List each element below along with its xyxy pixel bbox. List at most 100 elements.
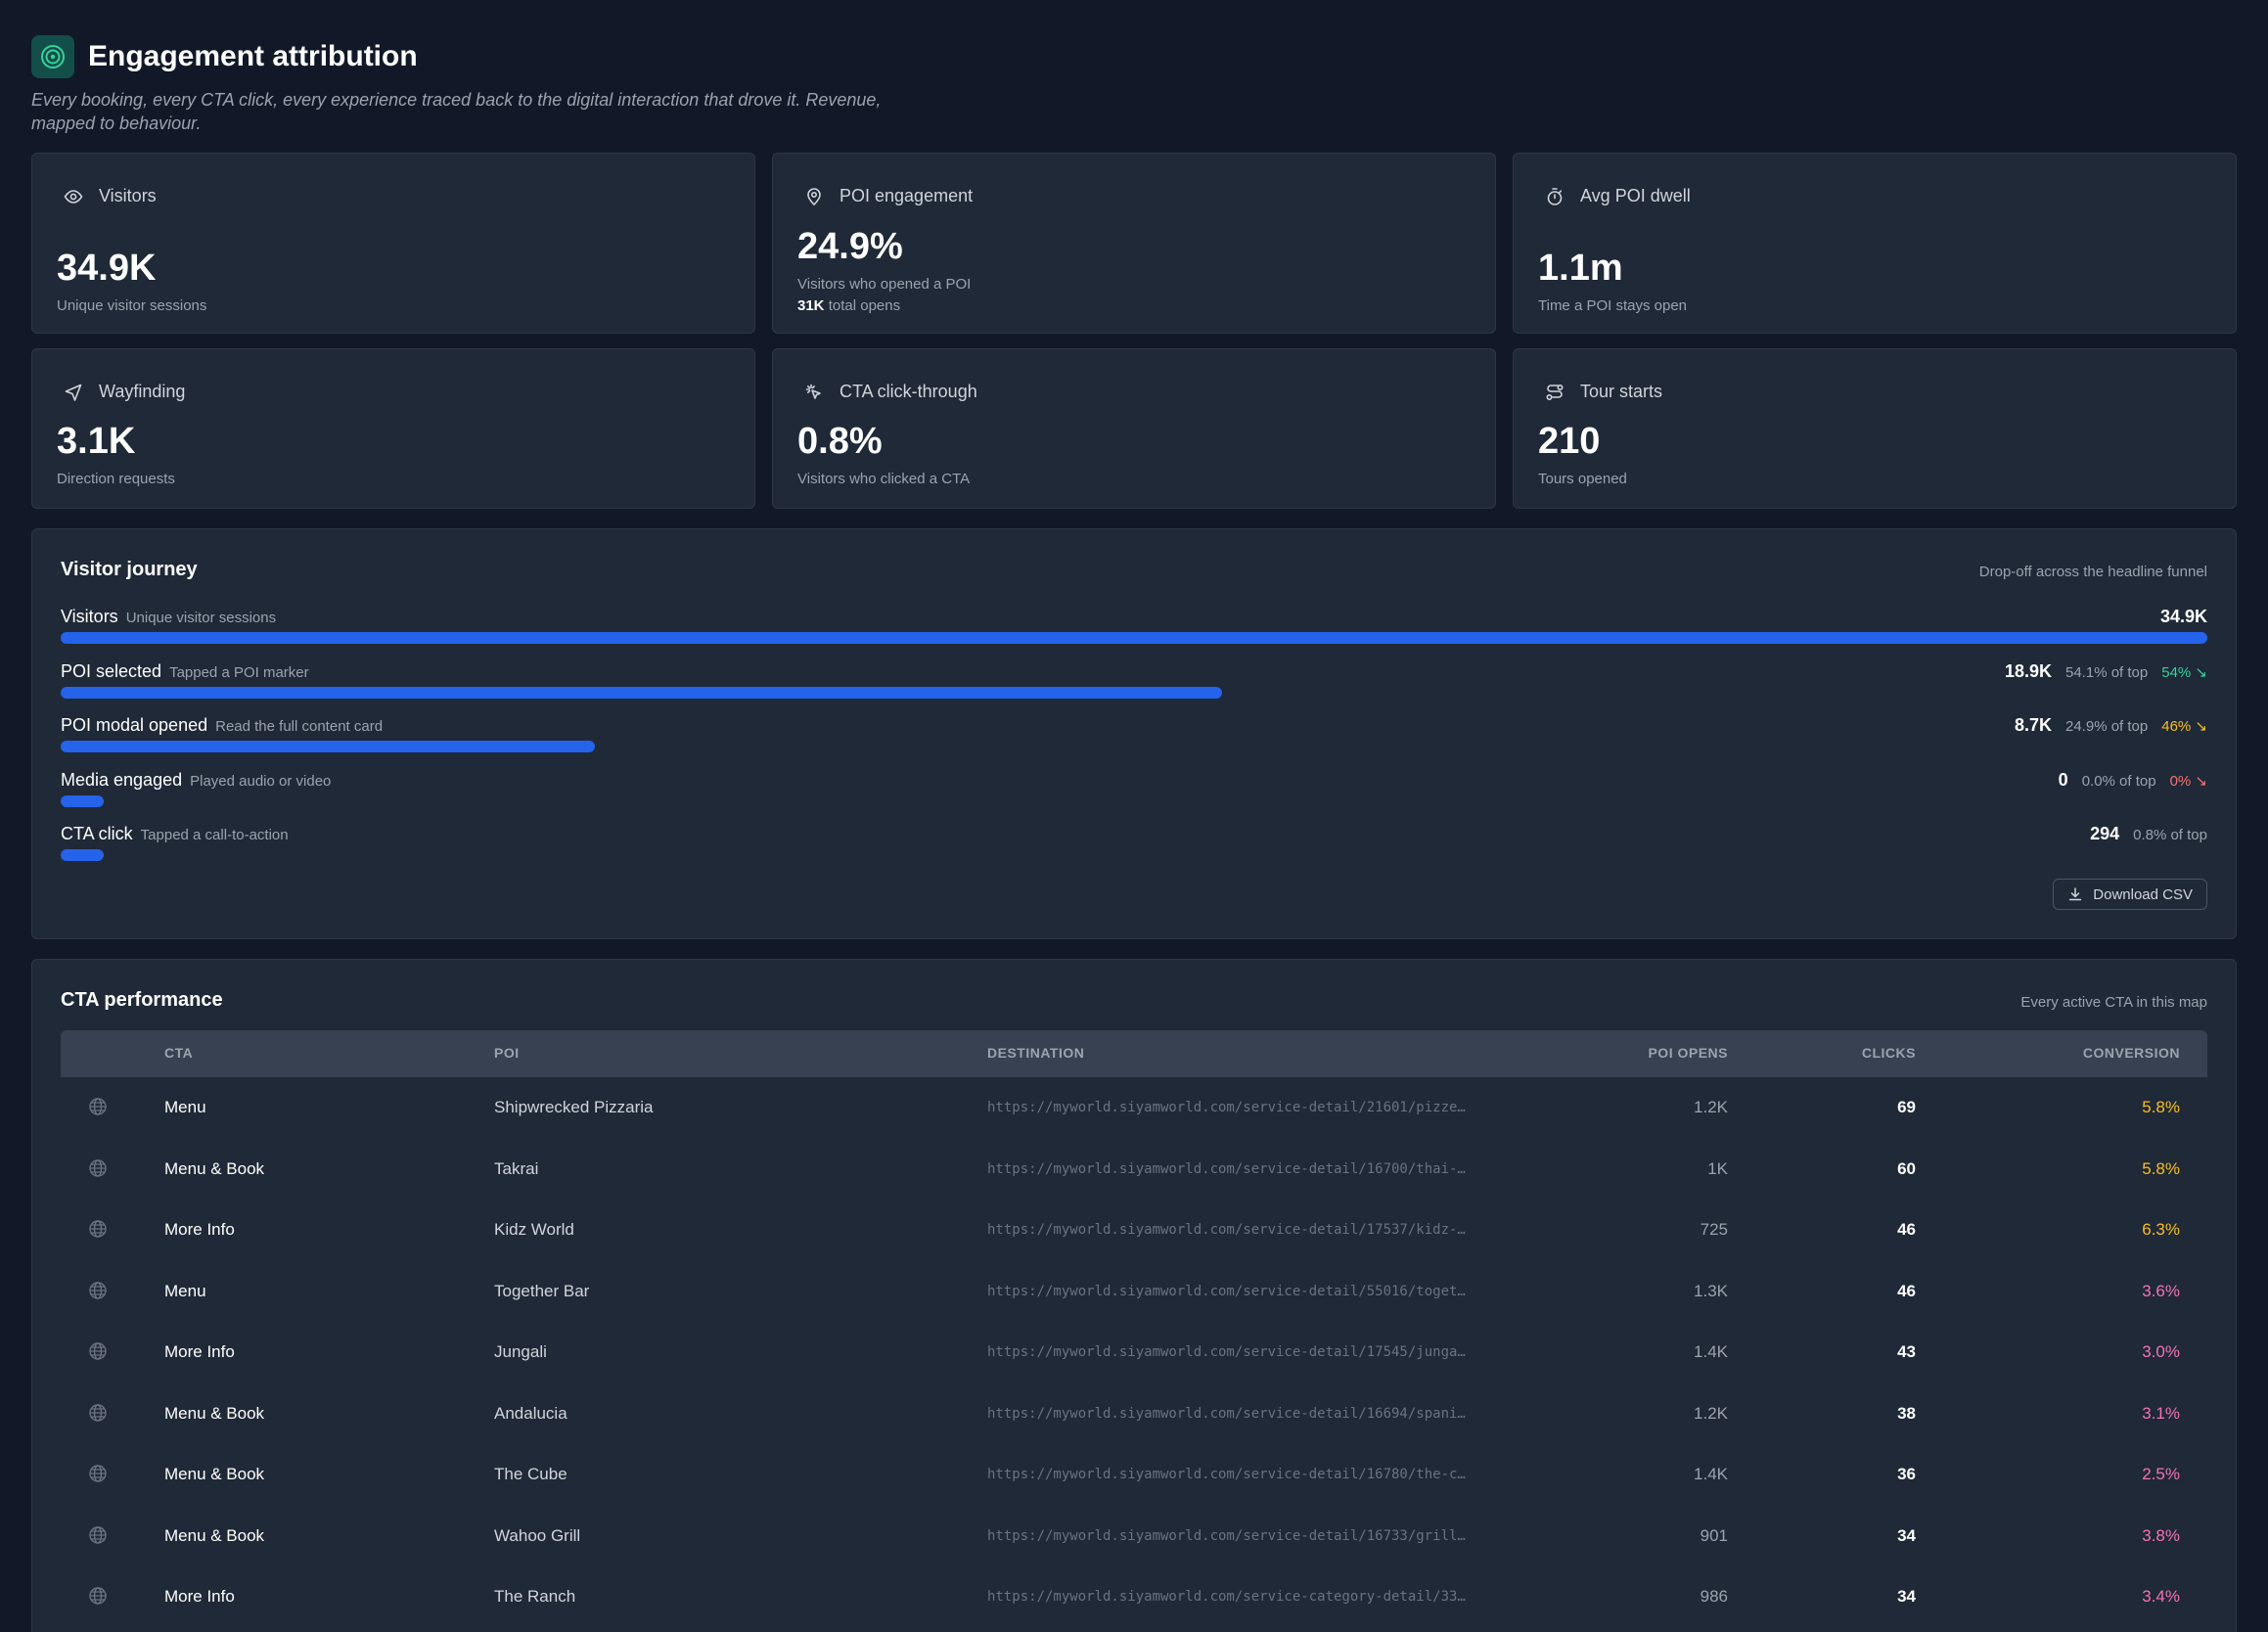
page: Engagement attribution Every booking, ev…	[31, 35, 2237, 1632]
column-header-destination[interactable]: DESTINATION	[987, 1045, 1085, 1061]
cta-poi: Together Bar	[494, 1281, 590, 1300]
cta-destination-url[interactable]: https://myworld.siyamworld.com/service-d…	[987, 1344, 1466, 1360]
cta-poi-opens: 986	[1700, 1587, 1728, 1606]
table-row[interactable]: Menu & Book Andalucia https://myworld.siya…	[61, 1383, 2207, 1445]
funnel-step-description: Unique visitor sessions	[125, 610, 277, 626]
kpi-value: 24.9%	[797, 226, 903, 267]
funnel-step-label: POI modal opened Read the full content ca…	[61, 715, 383, 736]
funnel-step: POI modal opened Read the full content ca…	[61, 715, 2207, 754]
eye-icon	[64, 189, 83, 204]
cta-poi-opens: 1.4K	[1694, 1342, 1728, 1361]
funnel-step-stats: 34.9K	[2160, 607, 2207, 627]
funnel-step-track	[61, 686, 2207, 699]
kpi-label: Wayfinding	[64, 382, 185, 402]
cta-poi: Jungali	[494, 1342, 547, 1361]
cta-destination-url[interactable]: https://myworld.siyamworld.com/service-d…	[987, 1527, 1466, 1544]
globe-icon	[89, 1158, 107, 1177]
cta-conversion: 3.6%	[2142, 1281, 2180, 1300]
column-header-clicks[interactable]: CLICKS	[1861, 1045, 1916, 1061]
kpi-subtext: Tours opened	[1538, 471, 1627, 487]
cta-clicks: 38	[1897, 1403, 1916, 1423]
funnel-step-name: POI selected	[61, 660, 162, 681]
cta-destination-url[interactable]: https://myworld.siyamworld.com/service-d…	[987, 1222, 1466, 1238]
table-row[interactable]: Menu & Book The Cube https://myworld.siyam…	[61, 1444, 2207, 1506]
cta-destination-url[interactable]: https://myworld.siyamworld.com/service-d…	[987, 1467, 1466, 1482]
download-icon	[2069, 887, 2082, 901]
funnel-step-stats: 18.9K 54.1% of top 54% ↘	[2005, 661, 2207, 682]
funnel-step: Media engaged Played audio or video 0 0.0% …	[61, 770, 2207, 809]
kpi-label: POI engagement	[804, 186, 973, 206]
funnel-step-description: Played audio or video	[190, 772, 332, 790]
kpi-total-opens-value: 31K	[797, 297, 825, 314]
funnel-step: POI selected Tapped a POI marker 18.9K 54.1…	[61, 661, 2207, 701]
globe-icon	[89, 1465, 107, 1482]
kpi-label-text: CTA click-through	[839, 382, 977, 401]
download-csv-button[interactable]: Download CSV	[2053, 879, 2207, 910]
cta-conversion: 3.1%	[2142, 1403, 2180, 1423]
table-row[interactable]: More Info Jungali https://myworld.siyamwor…	[61, 1322, 2207, 1383]
kpi-card-cta-click-through: CTA click-through 0.8% Visitors who clicke…	[772, 348, 1496, 509]
map-pin-icon	[807, 187, 821, 205]
stopwatch-icon	[1547, 187, 1563, 205]
cta-poi: Shipwrecked Pizzaria	[494, 1098, 654, 1116]
table-row[interactable]: Menu & Book Takrai https://myworld.siyamwo…	[61, 1139, 2207, 1201]
kpi-label-text: Tour starts	[1580, 382, 1663, 401]
globe-icon	[89, 1220, 107, 1238]
cta-name: More Info	[164, 1220, 235, 1239]
funnel-step: CTA click Tapped a call-to-action 294 0.8% …	[61, 824, 2207, 863]
funnel-step-stats: 294 0.8% of top	[2090, 824, 2207, 844]
funnel-step-value: 34.9K	[2159, 607, 2207, 626]
kpi-card-tour-starts: Tour starts 210 Tours opened	[1513, 348, 2237, 509]
column-header-conversion[interactable]: CONVERSION	[2082, 1045, 2180, 1061]
pointer-click-icon	[805, 384, 821, 399]
kpi-card-visitors: Visitors 34.9K Unique visitor sessions	[31, 153, 755, 334]
funnel-step-name: POI modal opened	[61, 715, 208, 735]
cta-performance-note: Every active CTA in this map	[2020, 994, 2207, 1011]
table-row[interactable]: Menu Together Bar https://myworld.siyamwor…	[61, 1261, 2207, 1323]
cta-poi-opens: 1.3K	[1694, 1281, 1728, 1300]
page-subtitle: Every booking, every CTA click, every ex…	[31, 90, 882, 133]
funnel-step-value: 294	[2090, 824, 2120, 843]
cta-poi: The Cube	[494, 1465, 567, 1483]
cta-name: Menu & Book	[164, 1465, 265, 1483]
cta-poi: Andalucia	[494, 1403, 567, 1423]
column-header-poi[interactable]: POI	[494, 1045, 520, 1061]
table-row[interactable]: Menu & Book Wahoo Grill https://myworld.si…	[61, 1506, 2207, 1567]
kpi-label-text: Avg POI dwell	[1580, 186, 1691, 205]
page-title: Engagement attribution	[88, 40, 418, 72]
globe-icon	[89, 1098, 107, 1115]
funnel-step-track	[61, 632, 2207, 644]
cta-poi-opens: 1.4K	[1694, 1465, 1728, 1483]
kpi-subtext: Visitors who opened a POI	[797, 276, 972, 293]
column-header-cta[interactable]: CTA	[164, 1045, 194, 1061]
funnel-step-value: 8.7K	[2014, 715, 2052, 735]
cta-table: CTA POI DESTINATION POI OPENS CLICKS CON…	[61, 1030, 2207, 1628]
cta-destination-url[interactable]: https://myworld.siyamworld.com/service-c…	[987, 1589, 1466, 1605]
funnel-step-stats: 8.7K 24.9% of top 46% ↘	[2015, 715, 2207, 736]
kpi-card-poi-engagement: POI engagement 24.9% Visitors who opened a…	[772, 153, 1496, 334]
cta-conversion: 3.4%	[2142, 1587, 2180, 1606]
funnel-step-bar	[61, 849, 104, 861]
cta-poi-opens: 1.2K	[1694, 1098, 1728, 1116]
cta-table-header: CTA POI DESTINATION POI OPENS CLICKS CON…	[61, 1030, 2207, 1077]
cta-destination-url[interactable]: https://myworld.siyamworld.com/service-d…	[987, 1405, 1466, 1422]
cta-poi: Wahoo Grill	[494, 1525, 581, 1545]
column-header-poi-opens[interactable]: POI OPENS	[1648, 1045, 1728, 1061]
cta-destination-url[interactable]: https://myworld.siyamworld.com/service-d…	[987, 1283, 1466, 1299]
cta-clicks: 60	[1897, 1158, 1916, 1178]
cta-conversion: 2.5%	[2142, 1465, 2180, 1483]
funnel-step-percent-of-top: 0.0% of top	[2081, 772, 2156, 790]
cta-destination-url[interactable]: https://myworld.siyamworld.com/service-d…	[987, 1100, 1466, 1115]
globe-icon	[89, 1281, 107, 1299]
table-row[interactable]: More Info Kidz World https://myworld.siyam…	[61, 1200, 2207, 1261]
table-row[interactable]: More Info The Ranch https://myworld.siyamw…	[61, 1566, 2207, 1628]
table-row[interactable]: Menu Shipwrecked Pizzaria https://myworld.…	[61, 1077, 2207, 1139]
download-csv-label: Download CSV	[2093, 885, 2193, 903]
funnel-step-bar	[61, 794, 104, 807]
cta-destination-url[interactable]: https://myworld.siyamworld.com/service-d…	[987, 1160, 1466, 1177]
kpi-value: 3.1K	[57, 421, 136, 462]
kpi-label: Avg POI dwell	[1545, 186, 1691, 206]
kpi-card-wayfinding: Wayfinding 3.1K Direction requests	[31, 348, 755, 509]
cta-conversion: 3.0%	[2142, 1342, 2180, 1361]
kpi-subtext: Time a POI stays open	[1538, 297, 1688, 314]
